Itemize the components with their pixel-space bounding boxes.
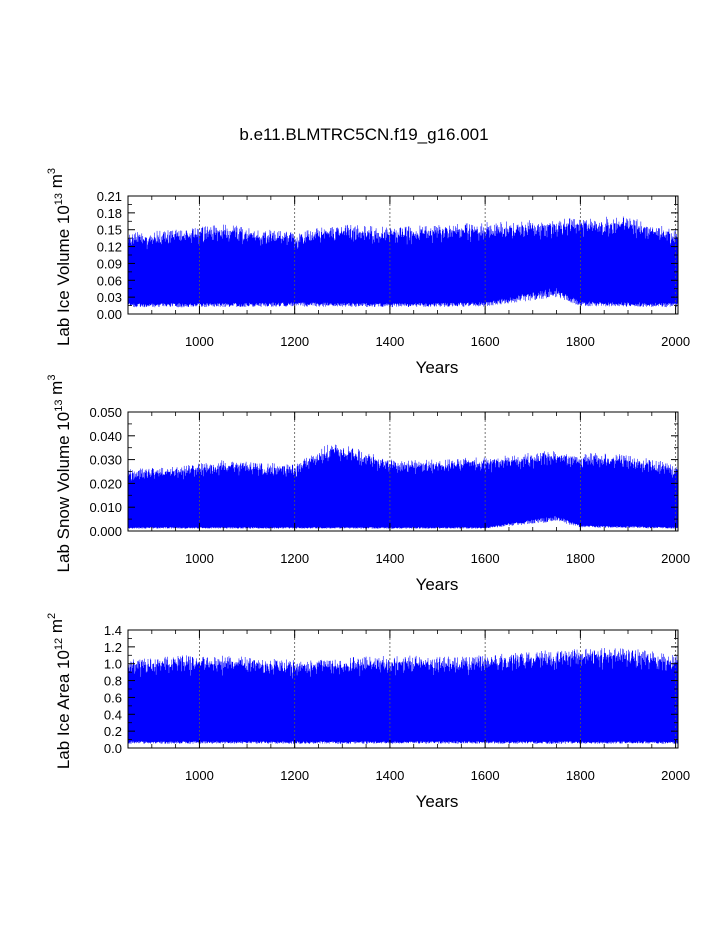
series-line	[128, 648, 678, 744]
y-axis-title-text: Lab Ice Area 10	[54, 650, 73, 769]
x-tick-label: 2000	[661, 551, 690, 566]
y-tick-label: 0.020	[89, 476, 122, 491]
y-tick-label: 0.09	[97, 256, 122, 271]
panel-2: 1000 1200 1400 1600 1800 2000 0.000 0.010 0.020 0…	[46, 375, 690, 594]
panel-3: 1000 1200 1400 1600 1800 2000 0.0 0.2 0.4 0.60.8 1…	[46, 613, 690, 811]
y-axis-title-superscript: 12	[53, 638, 65, 650]
y-axis-title-superscript: 2	[46, 613, 58, 619]
y-tick-label: 0.010	[89, 500, 122, 515]
y-tick-label: 0.21	[97, 189, 122, 204]
x-tick-label: 1400	[375, 334, 404, 349]
y-tick-label: 0.6	[104, 690, 122, 705]
x-tick-label: 1600	[471, 768, 500, 783]
y-tick-label: 0.06	[97, 273, 122, 288]
x-axis-title: Years	[416, 575, 459, 594]
y-axis-title: Lab Snow Volume 1013 m3	[46, 375, 73, 573]
y-tick-label: 0.15	[97, 223, 122, 238]
series-line	[128, 216, 678, 308]
x-tick-label: 1200	[280, 334, 309, 349]
panels: 1000 1200 1400 1600 1800 20000.000.030.060.09…	[46, 168, 690, 811]
y-axis-title: Lab Ice Area 1012 m2	[46, 613, 73, 769]
series-line	[128, 444, 678, 529]
x-tick-label: 2000	[661, 334, 690, 349]
x-axis-title: Years	[416, 792, 459, 811]
y-tick-label: 1.0	[104, 657, 122, 672]
x-tick-label: 1800	[566, 768, 595, 783]
y-tick-label: 0.0	[104, 741, 122, 756]
y-tick-label: 0.040	[89, 429, 122, 444]
x-tick-label: 1200	[280, 551, 309, 566]
y-axis-title-superscript: 13	[53, 400, 65, 412]
y-tick-label: 0.2	[104, 724, 122, 739]
x-tick-label: 1600	[471, 334, 500, 349]
y-axis-title-text: m	[47, 619, 66, 638]
x-tick-label: 1800	[566, 334, 595, 349]
y-tick-label: 0.8	[104, 674, 122, 689]
y-axis-title-text: m	[47, 381, 66, 400]
x-tick-label: 1800	[566, 551, 595, 566]
y-axis-title-superscript: 3	[46, 375, 58, 381]
x-tick-label: 1000	[185, 768, 214, 783]
y-axis-title-superscript: 3	[46, 168, 58, 174]
y-axis-title-superscript: 13	[53, 193, 65, 205]
y-tick-label: 0.050	[89, 405, 122, 420]
panel-1: 1000 1200 1400 1600 1800 2000 0.00 0.03 0.06 0.09…	[46, 168, 690, 377]
x-axis-title: Years	[416, 358, 459, 377]
x-tick-label: 2000	[661, 768, 690, 783]
y-tick-label: 0.18	[97, 206, 122, 221]
y-tick-label: 0.030	[89, 453, 122, 468]
y-tick-label: 0.00	[97, 307, 122, 322]
y-axis-title: Lab Ice Volume 1013 m3	[46, 168, 73, 346]
y-tick-label: 0.000	[89, 524, 122, 539]
x-tick-label: 1000	[185, 334, 214, 349]
x-tick-label: 1200	[280, 768, 309, 783]
x-tick-label: 1000	[185, 551, 214, 566]
y-axis-title-text: m	[47, 174, 66, 193]
x-tick-label: 1400	[375, 768, 404, 783]
x-tick-label: 1400	[375, 551, 404, 566]
x-tick-label: 1600	[471, 551, 500, 566]
y-tick-label: 1.4	[104, 623, 122, 638]
y-axis-title-text: Lab Snow Volume 10	[54, 412, 73, 573]
y-tick-label: 0.03	[97, 290, 122, 305]
y-tick-label: 0.12	[97, 240, 122, 255]
y-tick-label: 1.2	[104, 640, 122, 655]
y-axis-title-text: Lab Ice Volume 10	[54, 205, 73, 346]
y-tick-label: 0.4	[104, 707, 122, 722]
figure-title: b.e11.BLMTRC5CN.f19_g16.001	[239, 125, 488, 144]
